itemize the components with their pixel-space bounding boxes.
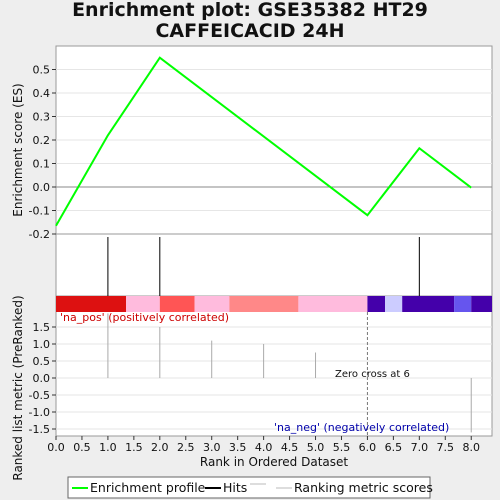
x-tick-label: 2.5 bbox=[177, 441, 195, 454]
color-bar-segment bbox=[454, 296, 472, 312]
es-tick-label: 0.1 bbox=[33, 158, 51, 171]
es-tick-label: -0.1 bbox=[29, 205, 50, 218]
x-tick-label: 2.0 bbox=[151, 441, 169, 454]
neg-label: 'na_neg' (negatively correlated) bbox=[274, 421, 449, 434]
es-grid bbox=[56, 69, 492, 211]
x-tick-label: 6.5 bbox=[385, 441, 403, 454]
x-tick-label: 0.0 bbox=[47, 441, 65, 454]
es-tick-label: 0.0 bbox=[33, 181, 51, 194]
x-tick-label: 1.0 bbox=[99, 441, 117, 454]
es-tick-label: 0.3 bbox=[33, 111, 51, 124]
legend-label-enrichment-profile: Enrichment profile bbox=[90, 480, 206, 495]
color-bar-segment bbox=[298, 296, 368, 312]
x-axis-label: Rank in Ordered Dataset bbox=[200, 455, 348, 469]
x-tick-label: 8.0 bbox=[462, 441, 480, 454]
zero-cross-label: Zero cross at 6 bbox=[335, 369, 410, 380]
metric-tick-label: -0.5 bbox=[29, 389, 50, 402]
metric-ticks: 1.5 1.0 0.5 0.0 -0.5 -1.0 -1.5 bbox=[29, 321, 56, 436]
metric-bars bbox=[107, 312, 472, 436]
color-bar-segment bbox=[471, 296, 492, 312]
es-tick-label: 0.5 bbox=[33, 64, 51, 77]
metric-tick-label: 1.0 bbox=[33, 338, 51, 351]
es-line-group bbox=[55, 56, 472, 227]
color-bar-segment bbox=[385, 296, 403, 312]
color-bar-segment bbox=[56, 296, 127, 312]
x-tick-label: 7.5 bbox=[437, 441, 455, 454]
x-tick-label: 6.0 bbox=[359, 441, 377, 454]
metric-ylabel: Ranked list metric (PreRanked) bbox=[11, 295, 25, 480]
metric-tick-label: -1.5 bbox=[29, 423, 50, 436]
legend-label-hits: Hits bbox=[223, 480, 247, 495]
metric-tick-label: 0.0 bbox=[33, 372, 51, 385]
es-tick-label: 0.4 bbox=[33, 87, 51, 100]
metric-tick-label: -1.0 bbox=[29, 406, 50, 419]
enrichment-profile-line bbox=[55, 56, 472, 227]
hits-panel-frame bbox=[55, 233, 493, 297]
x-tick-label: 1.5 bbox=[125, 441, 143, 454]
metric-panel-frame bbox=[55, 295, 493, 437]
es-ylabel: Enrichment score (ES) bbox=[11, 83, 25, 216]
chart-title: Enrichment plot: GSE35382 HT29 CAFFEICAC… bbox=[72, 0, 428, 42]
color-bar-segment bbox=[126, 296, 160, 312]
x-tick-label: 3.5 bbox=[229, 441, 247, 454]
metric-tick-label: 1.5 bbox=[33, 321, 51, 334]
color-bar-segment bbox=[159, 296, 195, 312]
es-tick-label: -0.2 bbox=[29, 228, 50, 241]
es-ticks: 0.5 0.4 0.3 0.2 0.1 0.0 -0.1 -0.2 bbox=[29, 64, 56, 241]
metric-grid bbox=[56, 326, 492, 430]
metric-tick-label: 0.5 bbox=[33, 355, 51, 368]
hits-group bbox=[107, 237, 420, 296]
es-tick-label: 0.2 bbox=[33, 134, 51, 147]
x-tick-label: 5.5 bbox=[333, 441, 351, 454]
x-tick-label: 0.5 bbox=[73, 441, 91, 454]
color-bar-segment bbox=[402, 296, 455, 312]
color-bar-segment bbox=[229, 296, 299, 312]
legend-label-ranking-metric: Ranking metric scores bbox=[294, 480, 433, 495]
color-bar bbox=[56, 296, 492, 312]
color-bar-segment bbox=[367, 296, 386, 312]
x-ticks: 0.0 0.5 1.0 1.5 2.0 2.5 3.0 3.5 4.0 4.5 5.0 5.5 6.0 6… bbox=[47, 436, 480, 454]
x-tick-label: 4.0 bbox=[255, 441, 273, 454]
x-tick-label: 4.5 bbox=[281, 441, 299, 454]
x-tick-label: 7.0 bbox=[411, 441, 429, 454]
x-tick-label: 5.0 bbox=[307, 441, 325, 454]
color-bar-segment bbox=[194, 296, 230, 312]
legend-box bbox=[67, 476, 431, 499]
x-tick-label: 3.0 bbox=[203, 441, 221, 454]
pos-label: 'na_pos' (positively correlated) bbox=[60, 311, 229, 324]
